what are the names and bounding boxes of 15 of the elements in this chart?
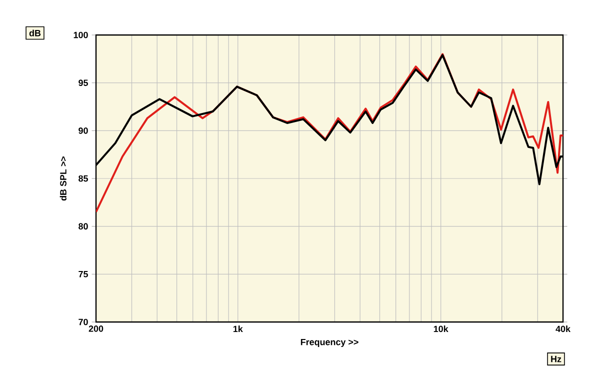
x-tick-label: 200 — [88, 326, 104, 332]
text: dB — [29, 30, 41, 36]
x-tick-label: 40k — [556, 326, 571, 332]
y-tick-label: 95 — [78, 80, 88, 86]
x-tick-label: 10k — [434, 326, 448, 332]
x-tick-label: 1k — [233, 326, 243, 332]
text: Hz — [551, 356, 562, 362]
y-tick-label: 100 — [74, 32, 88, 38]
y-axis-title: dB SPL >> — [60, 156, 66, 201]
y-tick-label: 75 — [78, 271, 88, 278]
y-tick-label: 80 — [78, 223, 88, 230]
x-axis-title: Frequency >> — [300, 338, 358, 347]
y-tick-label: 85 — [78, 175, 88, 182]
y-tick-label: 90 — [78, 127, 88, 134]
y-tick-label: 70 — [78, 318, 88, 326]
